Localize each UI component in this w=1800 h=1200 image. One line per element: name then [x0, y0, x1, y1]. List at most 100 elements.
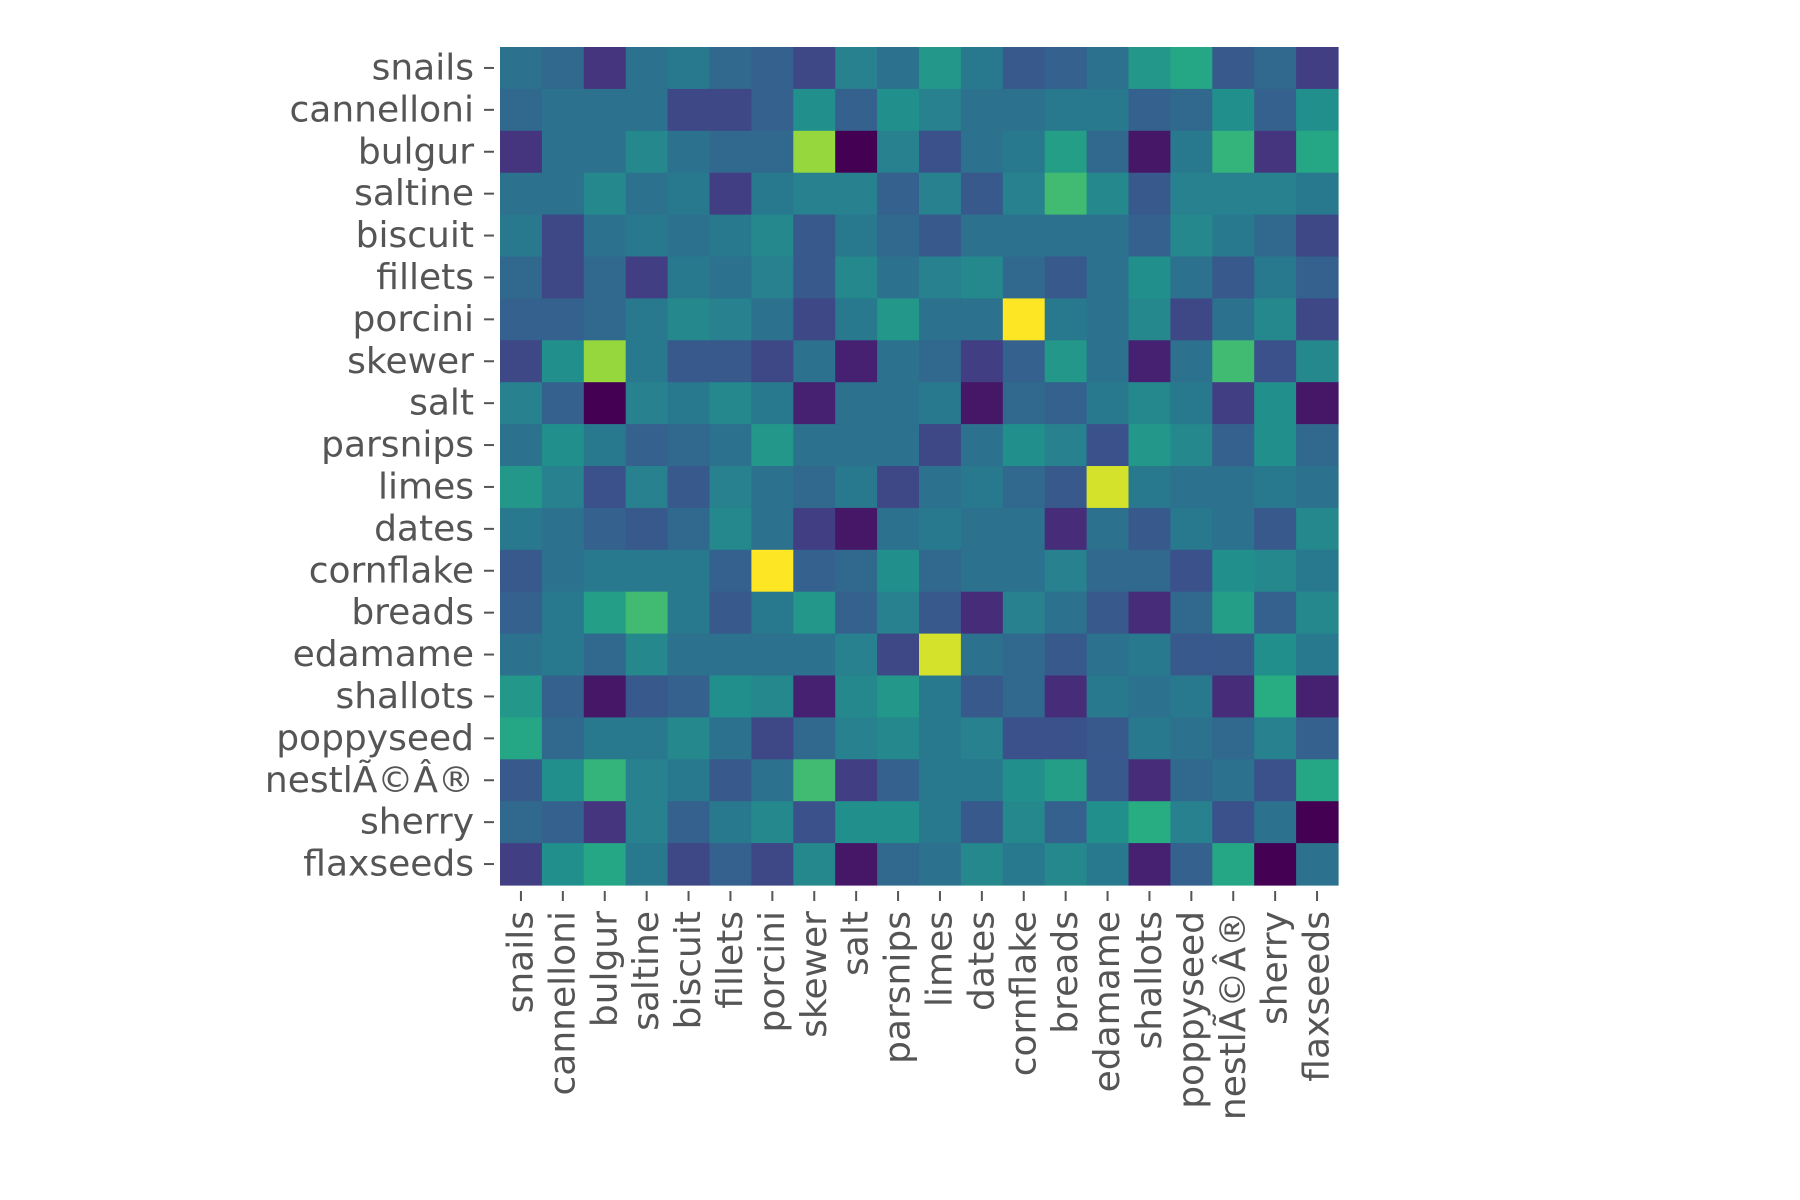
heatmap-cell [835, 801, 878, 844]
heatmap-cell [1086, 549, 1130, 593]
heatmap-cell [625, 47, 669, 90]
heatmap-cell [1212, 382, 1255, 425]
heatmap-cell [1254, 759, 1297, 802]
heatmap-cell [835, 591, 878, 635]
heatmap-cell [541, 340, 585, 383]
heatmap-cell [1044, 298, 1088, 341]
y-tick-label: poppyseed [276, 718, 474, 759]
heatmap-cell [625, 130, 669, 174]
heatmap-cell [1002, 424, 1046, 467]
heatmap-cell [1212, 507, 1255, 551]
heatmap-cell [1044, 591, 1088, 635]
heatmap-cell [1296, 47, 1339, 90]
heatmap-cell [625, 340, 669, 383]
heatmap-cell [1128, 466, 1171, 509]
heatmap-cell [1296, 633, 1339, 677]
heatmap-cell [1170, 214, 1213, 258]
heatmap-cell [1128, 382, 1171, 425]
heatmap-cell [1296, 214, 1339, 258]
heatmap-cell [793, 424, 836, 467]
heatmap-cell [960, 675, 1004, 718]
heatmap-cell [1044, 466, 1088, 509]
heatmap-cell [1086, 47, 1130, 90]
heatmap-cell [500, 801, 543, 844]
heatmap-cell [1002, 172, 1046, 216]
heatmap-cell [541, 717, 585, 760]
heatmap-cell [1296, 340, 1339, 383]
heatmap-cell [625, 256, 669, 299]
heatmap-cell [1254, 424, 1297, 467]
heatmap-cell [919, 424, 962, 467]
heatmap-cell [667, 340, 711, 383]
heatmap-cell [919, 591, 962, 635]
heatmap-cell [1044, 47, 1088, 90]
heatmap-cell [919, 298, 962, 341]
heatmap-cell [1086, 843, 1130, 886]
heatmap-cell [1254, 675, 1297, 718]
heatmap-cell [1128, 214, 1171, 258]
heatmap-cell [960, 801, 1004, 844]
heatmap-cell [541, 507, 585, 551]
heatmap-cell [1254, 256, 1297, 299]
heatmap-cell [1170, 172, 1213, 216]
heatmap-cell [1128, 424, 1171, 467]
heatmap-cell [1128, 591, 1171, 635]
heatmap-cell [1128, 675, 1171, 718]
x-tick-label: saltine [626, 911, 667, 1031]
heatmap-cell [960, 298, 1004, 341]
heatmap-cell [1254, 549, 1297, 593]
x-tick-label: skewer [794, 911, 835, 1038]
heatmap-cell [751, 466, 794, 509]
heatmap-cell [793, 591, 836, 635]
heatmap-cell [667, 675, 711, 718]
heatmap-cell [583, 130, 627, 174]
heatmap-cell [583, 172, 627, 216]
heatmap-cell [583, 507, 627, 551]
heatmap-cell [1296, 717, 1339, 760]
x-tick-label: porcini [752, 911, 793, 1033]
heatmap-cell [541, 424, 585, 467]
heatmap-cell [625, 633, 669, 677]
heatmap-cell [667, 382, 711, 425]
heatmap-cell [1254, 172, 1297, 216]
heatmap-cell [835, 340, 878, 383]
heatmap-cell [793, 843, 836, 886]
heatmap-cell [835, 759, 878, 802]
heatmap-cell [1212, 298, 1255, 341]
heatmap-cell [500, 424, 543, 467]
x-tick-label: cornflake [1003, 911, 1044, 1076]
y-tick-marks [484, 66, 494, 866]
heatmap-cell [1296, 130, 1339, 174]
heatmap-cell [1044, 759, 1088, 802]
heatmap-cell [877, 172, 920, 216]
heatmap-cell [583, 759, 627, 802]
heatmap-cell [1212, 424, 1255, 467]
heatmap-cell [1212, 88, 1255, 132]
heatmap-cell [625, 214, 669, 258]
heatmap-cell [709, 340, 752, 383]
heatmap-cell [1170, 466, 1213, 509]
heatmap-cell [625, 759, 669, 802]
heatmap-cell [583, 298, 627, 341]
heatmap-cell [1296, 675, 1339, 718]
heatmap-cell [1296, 549, 1339, 593]
heatmap-cell [541, 549, 585, 593]
heatmap-cell [960, 256, 1004, 299]
heatmap-cell [751, 591, 794, 635]
x-tick-label: dates [961, 911, 1002, 1011]
heatmap-cell [835, 424, 878, 467]
heatmap-cell [793, 633, 836, 677]
heatmap-cell [1128, 549, 1171, 593]
heatmap-cell [793, 172, 836, 216]
heatmap-cell [583, 88, 627, 132]
heatmap-cell [541, 298, 585, 341]
heatmap-cell [1170, 591, 1213, 635]
heatmap-cell [960, 759, 1004, 802]
y-tick-label: bulgur [358, 131, 474, 172]
heatmap-cell [960, 88, 1004, 132]
heatmap-cell [960, 633, 1004, 677]
heatmap-cell [877, 633, 920, 677]
heatmap-cell [1170, 801, 1213, 844]
heatmap-cell [1128, 256, 1171, 299]
x-tick-marks [519, 891, 1319, 901]
